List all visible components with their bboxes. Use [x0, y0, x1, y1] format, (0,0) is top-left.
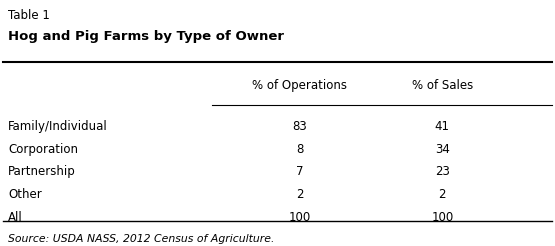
Text: 23: 23 [435, 166, 450, 178]
Text: 8: 8 [296, 143, 303, 156]
Text: % of Operations: % of Operations [252, 79, 347, 92]
Text: Family/Individual: Family/Individual [8, 120, 108, 133]
Text: 7: 7 [296, 166, 303, 178]
Text: 2: 2 [438, 188, 446, 201]
Text: 100: 100 [431, 211, 453, 224]
Text: 2: 2 [296, 188, 303, 201]
Text: All: All [8, 211, 23, 224]
Text: 83: 83 [292, 120, 307, 133]
Text: % of Sales: % of Sales [412, 79, 473, 92]
Text: Corporation: Corporation [8, 143, 78, 156]
Text: Table 1: Table 1 [8, 9, 50, 22]
Text: 41: 41 [435, 120, 450, 133]
Text: Hog and Pig Farms by Type of Owner: Hog and Pig Farms by Type of Owner [8, 30, 284, 43]
Text: 34: 34 [435, 143, 450, 156]
Text: Source: USDA NASS, 2012 Census of Agriculture.: Source: USDA NASS, 2012 Census of Agricu… [8, 234, 275, 245]
Text: Other: Other [8, 188, 42, 201]
Text: 100: 100 [289, 211, 311, 224]
Text: Partnership: Partnership [8, 166, 76, 178]
